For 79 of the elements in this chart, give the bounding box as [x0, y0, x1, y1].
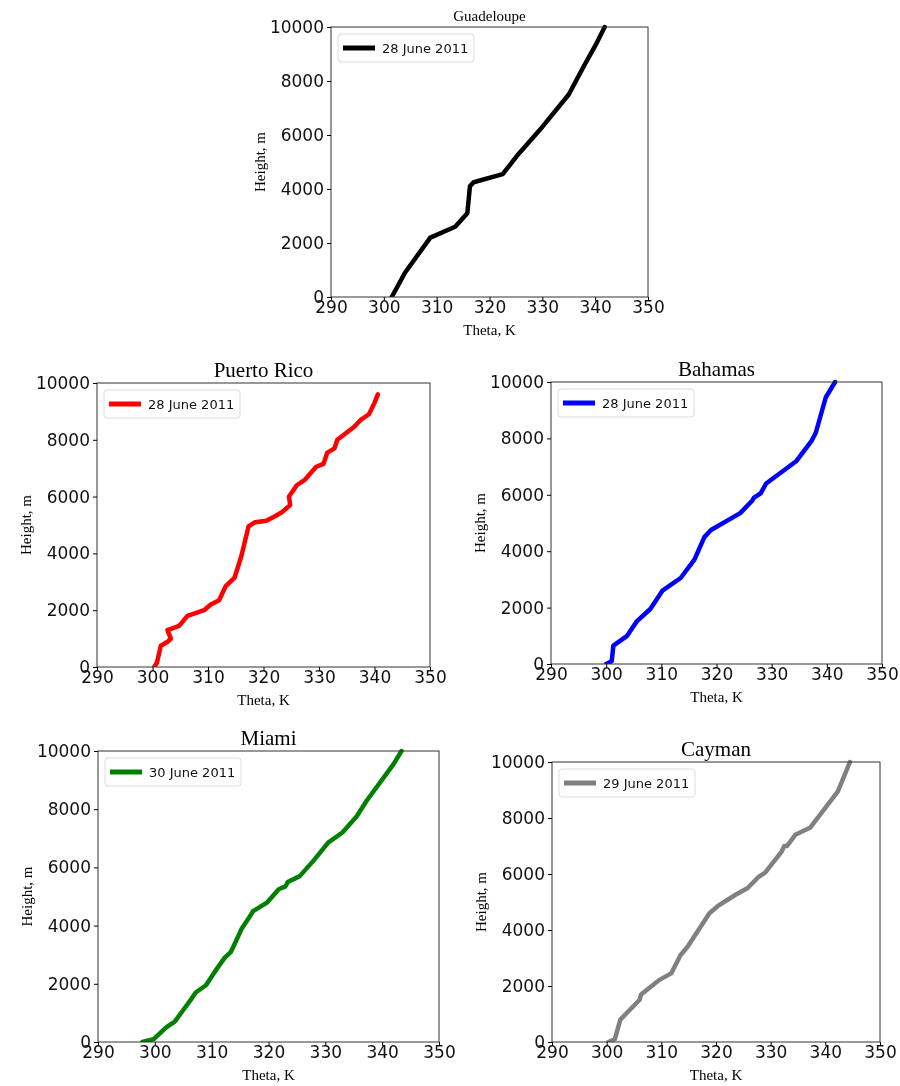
y-tick-label: 4000 — [280, 178, 324, 199]
x-tick-label: 300 — [136, 667, 170, 688]
line-series — [151, 392, 381, 667]
x-axis-title: Theta, K — [690, 689, 743, 705]
x-tick-label: 350 — [414, 667, 447, 688]
x-tick-label: 340 — [366, 1042, 399, 1063]
x-tick-label: 310 — [192, 667, 225, 688]
x-tick-label: 310 — [420, 297, 454, 318]
y-tick-label: 4000 — [501, 919, 545, 940]
y-tick-label: 6000 — [46, 486, 90, 507]
y-tick-label: 2000 — [501, 975, 545, 996]
x-tick-label: 310 — [195, 1042, 229, 1063]
x-tick-label: 350 — [423, 1042, 456, 1063]
x-tick-label: 340 — [579, 297, 612, 318]
y-tick-label: 2000 — [47, 973, 91, 994]
chart-title: Guadeloupe — [453, 8, 527, 24]
x-tick-label: 320 — [473, 297, 507, 318]
x-tick-label: 340 — [809, 1042, 843, 1063]
legend-label: 28 June 2011 — [382, 40, 469, 56]
y-axis-title: Height, m — [473, 871, 489, 932]
y-tick-label: 8000 — [501, 807, 545, 828]
x-tick-label: 330 — [303, 667, 336, 688]
x-axis-title: Theta, K — [242, 1067, 295, 1083]
x-tick-label: 340 — [811, 664, 844, 685]
x-axis-title: Theta, K — [463, 322, 516, 338]
y-axis-title: Height, m — [252, 131, 268, 192]
legend-label: 29 June 2011 — [603, 775, 690, 791]
y-tick-label: 8000 — [500, 428, 544, 449]
x-tick-label: 330 — [755, 664, 789, 685]
y-tick-label: 8000 — [47, 799, 91, 820]
y-tick-label: 8000 — [280, 70, 324, 91]
y-tick-label: 10000 — [490, 751, 545, 772]
line-series — [606, 759, 853, 1042]
legend-label: 30 June 2011 — [149, 764, 236, 780]
y-tick-label: 6000 — [500, 484, 544, 505]
x-tick-label: 310 — [645, 1042, 679, 1063]
x-axis-title: Theta, K — [689, 1067, 743, 1083]
y-tick-label: 4000 — [500, 541, 544, 562]
y-tick-label: 10000 — [489, 371, 544, 392]
line-series — [140, 748, 404, 1042]
y-tick-label: 6000 — [280, 124, 324, 145]
x-tick-label: 320 — [252, 1042, 286, 1063]
x-axis-title: Theta, K — [237, 692, 290, 708]
chart-title: Cayman — [681, 737, 752, 761]
x-tick-label: 320 — [700, 664, 734, 685]
x-tick-label: 340 — [358, 667, 392, 688]
x-tick-label: 300 — [139, 1042, 172, 1063]
chart-title: Miami — [240, 726, 297, 750]
x-tick-label: 320 — [700, 1042, 733, 1063]
legend-label: 28 June 2011 — [602, 395, 689, 411]
y-tick-label: 6000 — [47, 857, 91, 878]
x-tick-label: 300 — [368, 297, 401, 318]
y-tick-label: 2000 — [46, 600, 90, 621]
chart-title: Bahamas — [678, 357, 755, 381]
y-tick-label: 10000 — [269, 16, 324, 37]
y-tick-label: 10000 — [36, 740, 91, 761]
y-tick-label: 2000 — [500, 597, 544, 618]
y-axis-title: Height, m — [18, 494, 34, 555]
y-tick-label: 4000 — [46, 543, 90, 564]
x-tick-label: 330 — [526, 297, 560, 318]
y-tick-label: 10000 — [35, 372, 90, 393]
line-series — [603, 379, 838, 664]
y-tick-label: 2000 — [280, 232, 324, 253]
x-tick-label: 330 — [309, 1042, 343, 1063]
y-tick-label: 8000 — [46, 429, 90, 450]
x-tick-label: 350 — [866, 664, 899, 685]
x-tick-label: 310 — [645, 664, 679, 685]
x-tick-label: 350 — [864, 1042, 897, 1063]
x-tick-label: 300 — [590, 664, 623, 685]
legend-label: 28 June 2011 — [148, 396, 235, 412]
y-tick-label: 4000 — [47, 915, 91, 936]
x-tick-label: 350 — [632, 297, 665, 318]
x-tick-label: 300 — [590, 1042, 624, 1063]
y-axis-title: Height, m — [19, 866, 35, 927]
chart-title: Puerto Rico — [213, 358, 314, 382]
x-tick-label: 330 — [754, 1042, 788, 1063]
y-axis-title: Height, m — [472, 492, 488, 553]
y-tick-label: 6000 — [501, 863, 545, 884]
x-tick-label: 320 — [247, 667, 281, 688]
